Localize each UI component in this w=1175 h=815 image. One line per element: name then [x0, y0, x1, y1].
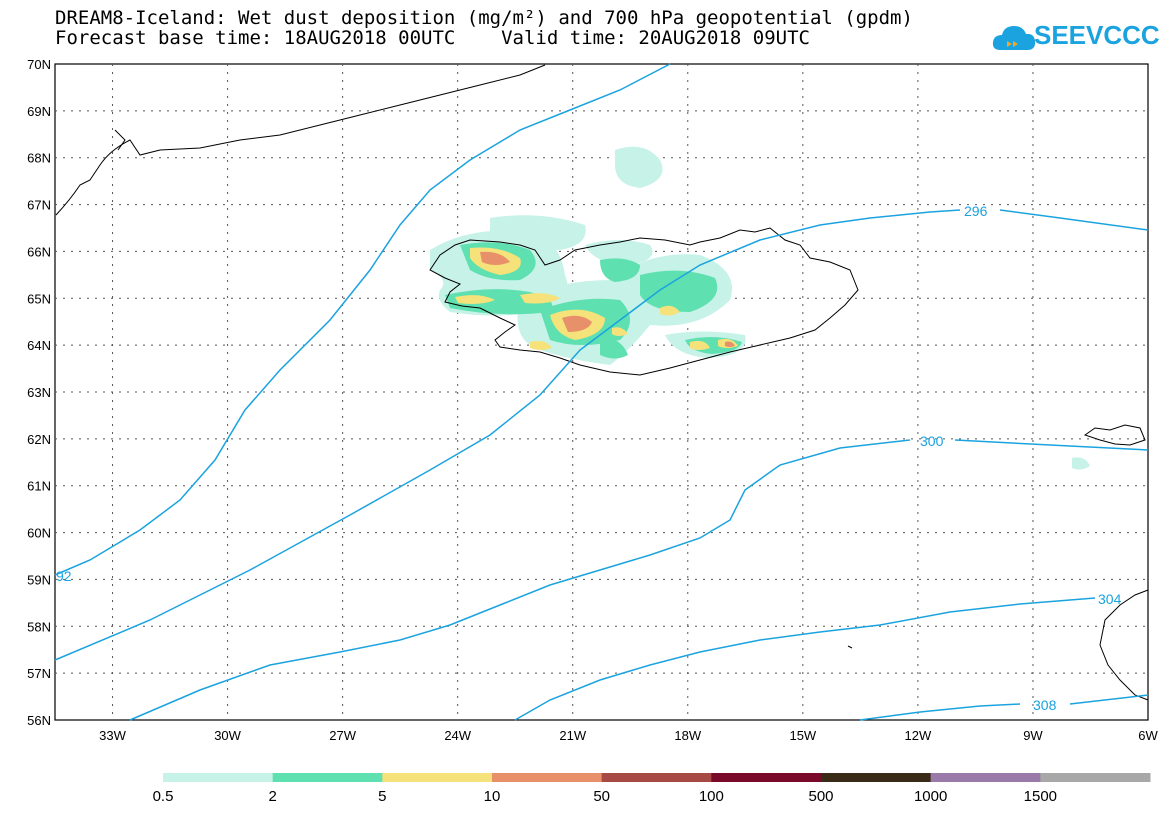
colorbar-label: 500 — [808, 788, 833, 805]
lat-tick-label: 56N — [27, 713, 51, 728]
lat-tick-label: 70N — [27, 57, 51, 72]
lat-tick-label: 68N — [27, 151, 51, 166]
colorbar-swatch — [272, 773, 383, 782]
geopotential-contours — [54, 63, 1149, 721]
colorbar-swatch — [930, 773, 1041, 782]
contour-label: 296 — [964, 203, 988, 219]
lon-tick-label: 15W — [789, 728, 816, 743]
colorbar-swatch — [601, 773, 712, 782]
lon-tick-label: 33W — [99, 728, 126, 743]
lat-tick-label: 65N — [27, 291, 51, 306]
lon-tick-label: 6W — [1138, 728, 1158, 743]
logo-text: SEEVCCC — [1034, 20, 1160, 50]
lat-tick-labels: 56N 57N 58N 59N 60N 61N 62N 63N 64N 65N 66N 67N 68N 6… — [27, 57, 51, 728]
lat-tick-label: 61N — [27, 479, 51, 494]
colorbar-swatch — [711, 773, 822, 782]
cloud-icon — [992, 26, 1036, 50]
dust-shading — [430, 146, 1090, 470]
colorbar-label: 1000 — [914, 788, 947, 805]
colorbar-label: 1500 — [1024, 788, 1057, 805]
lat-tick-label: 64N — [27, 338, 51, 353]
lon-tick-label: 9W — [1023, 728, 1043, 743]
lat-tick-label: 60N — [27, 526, 51, 541]
colorbar-label: 100 — [699, 788, 724, 805]
lat-tick-label: 63N — [27, 385, 51, 400]
lon-tick-label: 18W — [674, 728, 701, 743]
colorbar: 0.5 2 5 10 50 100 500 1000 1500 — [153, 773, 1151, 805]
lat-tick-label: 57N — [27, 666, 51, 681]
lon-tick-labels: 33W 30W 27W 24W 21W 18W 15W 12W 9W 6W — [99, 728, 1158, 743]
contour-label: 304 — [1098, 591, 1122, 607]
lat-tick-label: 69N — [27, 104, 51, 119]
colorbar-label: 2 — [268, 788, 276, 805]
lon-tick-label: 21W — [559, 728, 586, 743]
lon-tick-label: 24W — [444, 728, 471, 743]
lat-tick-label: 59N — [27, 572, 51, 587]
colorbar-label: 50 — [593, 788, 610, 805]
lat-tick-label: 62N — [27, 432, 51, 447]
contour-labels: 92 296 300 304 308 — [56, 203, 1122, 713]
colorbar-swatch — [492, 773, 603, 782]
lon-tick-label: 27W — [329, 728, 356, 743]
contour-label: 308 — [1033, 697, 1057, 713]
map-title: DREAM8-Iceland: Wet dust deposition (mg/… — [55, 7, 913, 29]
lon-tick-label: 30W — [214, 728, 241, 743]
lat-tick-label: 58N — [27, 619, 51, 634]
lat-tick-label: 66N — [27, 244, 51, 259]
gridlines — [55, 64, 1148, 720]
colorbar-label: 10 — [484, 788, 501, 805]
colorbar-label: 5 — [378, 788, 386, 805]
contour-label: 92 — [56, 568, 72, 584]
map-subtitle: Forecast base time: 18AUG2018 00UTC Vali… — [55, 27, 810, 49]
contour-label: 300 — [920, 433, 944, 449]
colorbar-label: 0.5 — [153, 788, 174, 805]
lon-tick-label: 12W — [905, 728, 932, 743]
colorbar-swatch — [821, 773, 932, 782]
lat-tick-label: 67N — [27, 198, 51, 213]
colorbar-swatch — [1040, 773, 1151, 782]
coastlines — [55, 64, 1149, 701]
colorbar-swatch — [163, 773, 274, 782]
colorbar-swatch — [382, 773, 493, 782]
